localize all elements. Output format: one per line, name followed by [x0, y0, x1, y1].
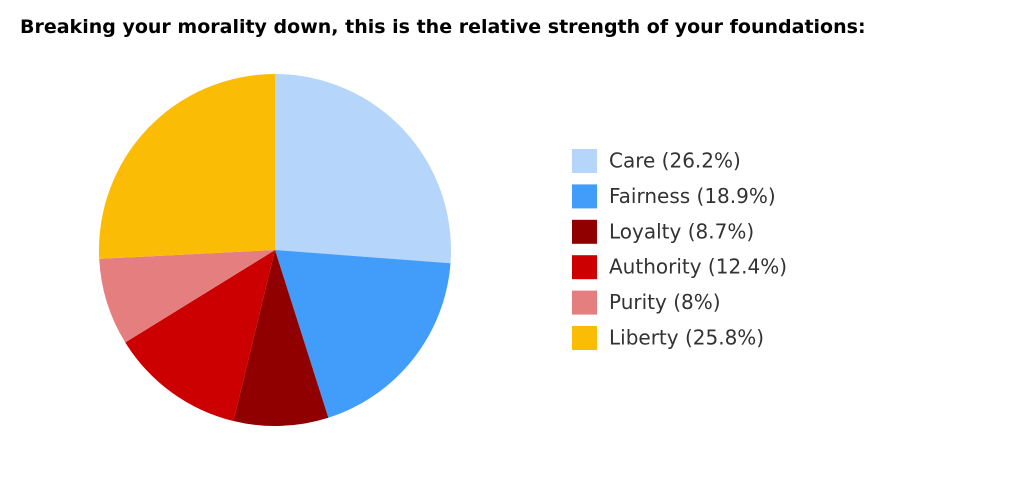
legend-label: Care (26.2%): [609, 149, 741, 173]
legend-swatch: [572, 219, 597, 244]
legend-label: Fairness (18.9%): [609, 184, 776, 208]
pie-slice: [99, 74, 275, 259]
chart-title: Breaking your morality down, this is the…: [20, 16, 866, 38]
legend-label: Authority (12.4%): [609, 255, 787, 279]
legend-swatch: [572, 326, 597, 350]
pie-slice: [275, 74, 451, 264]
legend-label: Loyalty (8.7%): [609, 219, 754, 243]
legend-swatch: [572, 290, 597, 315]
legend-swatch: [572, 149, 597, 173]
pie-slice: [99, 250, 276, 343]
legend-swatch: [572, 255, 597, 280]
pie-slice: [275, 250, 451, 418]
legend-label: Purity (8%): [609, 290, 721, 314]
pie-slice: [233, 250, 329, 426]
legend-label: Liberty (25.8%): [609, 326, 764, 350]
pie-slice: [125, 250, 275, 422]
legend-swatch: [572, 184, 597, 209]
